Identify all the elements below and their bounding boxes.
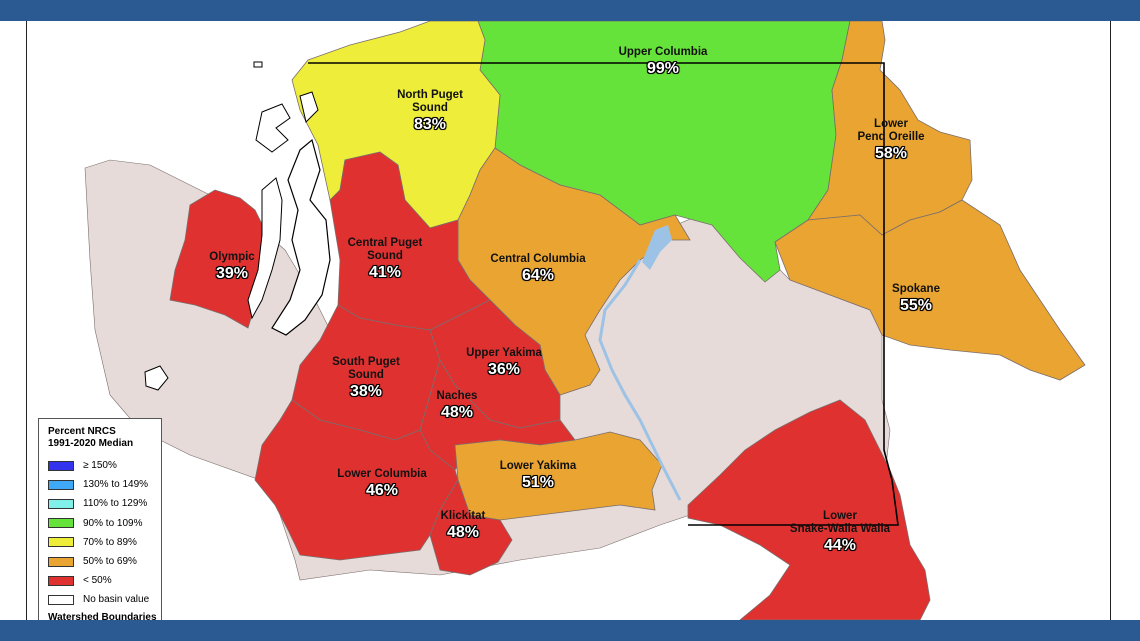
- legend-label: 50% to 69%: [83, 556, 137, 568]
- legend-item: 70% to 89%: [39, 533, 161, 552]
- legend-label: 130% to 149%: [83, 479, 149, 491]
- legend-swatch: [48, 556, 74, 567]
- basin-name: Sound: [412, 102, 448, 114]
- legend-item: 50% to 69%: [39, 552, 161, 571]
- basin-percent: 55%: [899, 297, 933, 314]
- bottom-frame-bar: [0, 620, 1140, 641]
- label-lower-columbia: Lower Columbia 46%: [337, 468, 426, 500]
- legend-label: No basin value: [83, 594, 150, 606]
- legend-item: < 50%: [39, 571, 161, 590]
- basin-name: Upper Yakima: [466, 347, 542, 359]
- basin-name: Pend Oreille: [857, 131, 925, 143]
- label-spokane: Spokane 55%: [892, 283, 940, 315]
- legend-label: 70% to 89%: [83, 536, 137, 548]
- basin-name: Sound: [367, 250, 403, 262]
- legend-title-line: Percent NRCS: [48, 426, 116, 437]
- legend-swatch: [48, 498, 74, 509]
- label-north-puget: North Puget Sound 83%: [397, 89, 463, 134]
- basin-lower-columbia[interactable]: [254, 399, 459, 561]
- basin-name: Sound: [348, 369, 384, 381]
- basin-percent: 46%: [365, 482, 399, 499]
- whidbey-island: [299, 91, 319, 123]
- coastal-bay: [144, 365, 169, 391]
- basin-name: Central Puget: [347, 237, 423, 249]
- legend-item: ≥ 150%: [39, 456, 161, 475]
- basin-name: Olympic: [209, 251, 255, 263]
- basin-spokane[interactable]: [774, 199, 1086, 381]
- legend-swatch: [48, 537, 74, 548]
- label-naches: Naches 48%: [437, 390, 478, 422]
- legend-swatch: [48, 479, 74, 490]
- roosevelt-lake: [642, 225, 672, 270]
- legend-swatch: [48, 594, 74, 605]
- basin-percent: 99%: [646, 60, 680, 77]
- puget-sound-water: [271, 138, 331, 336]
- map-legend: Percent NRCS 1991-2020 Median ≥ 150% 130…: [38, 418, 162, 623]
- basin-name: Central Columbia: [490, 253, 586, 265]
- legend-label: < 50%: [83, 575, 112, 587]
- san-juan-islands: [255, 103, 291, 153]
- frame-right-edge: [1110, 21, 1111, 620]
- basin-name: Lower: [874, 118, 908, 130]
- legend-item: 110% to 129%: [39, 494, 161, 513]
- basin-percent: 41%: [368, 264, 402, 281]
- basin-lower-snake-walla-walla[interactable]: [687, 399, 931, 620]
- label-central-puget: Central Puget Sound 41%: [348, 237, 423, 282]
- legend-label: 90% to 109%: [83, 517, 143, 529]
- puget-sound-inlet: [247, 177, 283, 320]
- legend-swatch: [48, 575, 74, 586]
- label-upper-yakima: Upper Yakima 36%: [466, 347, 542, 379]
- washington-boundary-outline: [308, 62, 899, 526]
- frame-left-edge: [26, 21, 27, 620]
- basin-percent: 58%: [874, 145, 908, 162]
- legend-item: No basin value: [39, 590, 161, 609]
- legend-title-line: 1991-2020 Median: [48, 438, 134, 449]
- legend-footer: Watershed Boundaries: [48, 611, 157, 623]
- legend-swatch: [48, 460, 74, 471]
- basin-percent: 51%: [521, 474, 555, 491]
- label-klickitat: Klickitat 48%: [441, 510, 486, 542]
- legend-label: ≥ 150%: [83, 460, 117, 472]
- basin-name: South Puget: [332, 356, 400, 368]
- label-lower-pend-oreille: Lower Pend Oreille 58%: [857, 118, 924, 163]
- basin-name: Lower Yakima: [499, 460, 577, 472]
- label-south-puget: South Puget Sound 38%: [332, 356, 400, 401]
- snowpack-basin-map: [84, 21, 1086, 620]
- legend-swatch: [48, 518, 74, 529]
- legend-item: 130% to 149%: [39, 475, 161, 494]
- label-upper-columbia: Upper Columbia 99%: [619, 46, 708, 78]
- island-marker: [253, 61, 263, 68]
- basin-name: Lower Columbia: [337, 468, 427, 480]
- label-olympic: Olympic 39%: [209, 251, 254, 283]
- basin-percent: 48%: [446, 524, 480, 541]
- basin-name: North Puget: [397, 89, 463, 101]
- label-lower-yakima: Lower Yakima 51%: [500, 460, 577, 492]
- legend-item: 90% to 109%: [39, 514, 161, 533]
- basin-name: Upper Columbia: [618, 46, 708, 58]
- label-lower-snake-walla-walla: Lower Snake-Walla Walla 44%: [790, 510, 890, 555]
- basin-percent: 38%: [349, 383, 383, 400]
- top-frame-bar: [0, 0, 1140, 21]
- label-central-columbia: Central Columbia 64%: [490, 253, 585, 285]
- basin-name: Snake-Walla Walla: [789, 523, 891, 535]
- basin-percent: 44%: [823, 537, 857, 554]
- basin-name: Spokane: [892, 283, 940, 295]
- basin-percent: 36%: [487, 361, 521, 378]
- basin-percent: 48%: [440, 404, 474, 421]
- columbia-river: [598, 259, 682, 501]
- legend-label: 110% to 129%: [83, 498, 148, 510]
- basin-percent: 39%: [215, 265, 249, 282]
- basin-name: Lower: [823, 510, 857, 522]
- basin-name: Naches: [436, 390, 478, 402]
- legend-title: Percent NRCS 1991-2020 Median: [39, 419, 161, 450]
- basin-percent: 83%: [413, 116, 447, 133]
- basin-name: Klickitat: [440, 510, 486, 522]
- basin-percent: 64%: [521, 267, 555, 284]
- basin-klickitat[interactable]: [429, 479, 513, 576]
